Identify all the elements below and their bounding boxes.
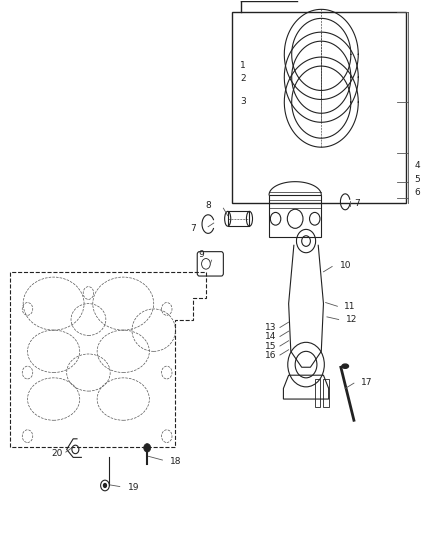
Text: 17: 17 — [361, 377, 373, 386]
Bar — [228, 212, 250, 226]
Text: 15: 15 — [265, 342, 276, 351]
Text: 7: 7 — [190, 224, 196, 233]
Text: 11: 11 — [344, 302, 355, 311]
Text: 13: 13 — [265, 323, 276, 332]
Text: 8: 8 — [205, 201, 211, 210]
Text: 19: 19 — [128, 483, 140, 492]
Bar — [323, 379, 328, 407]
Text: 20: 20 — [51, 449, 63, 458]
Text: 5: 5 — [414, 174, 420, 183]
Ellipse shape — [342, 364, 349, 368]
Text: 9: 9 — [199, 251, 205, 260]
Text: 14: 14 — [265, 332, 276, 341]
Bar — [315, 379, 320, 407]
Text: 6: 6 — [414, 188, 420, 197]
Text: 12: 12 — [346, 315, 357, 324]
Circle shape — [103, 483, 107, 488]
Circle shape — [144, 443, 151, 452]
Text: 4: 4 — [414, 161, 420, 170]
Text: 7: 7 — [354, 199, 360, 208]
Text: 3: 3 — [240, 96, 246, 106]
Bar — [232, 12, 406, 203]
Bar — [269, 195, 321, 237]
Text: 18: 18 — [170, 457, 181, 466]
Text: 2: 2 — [240, 74, 246, 83]
Text: 16: 16 — [265, 351, 276, 360]
Text: 1: 1 — [240, 61, 246, 69]
Text: 10: 10 — [339, 261, 351, 270]
